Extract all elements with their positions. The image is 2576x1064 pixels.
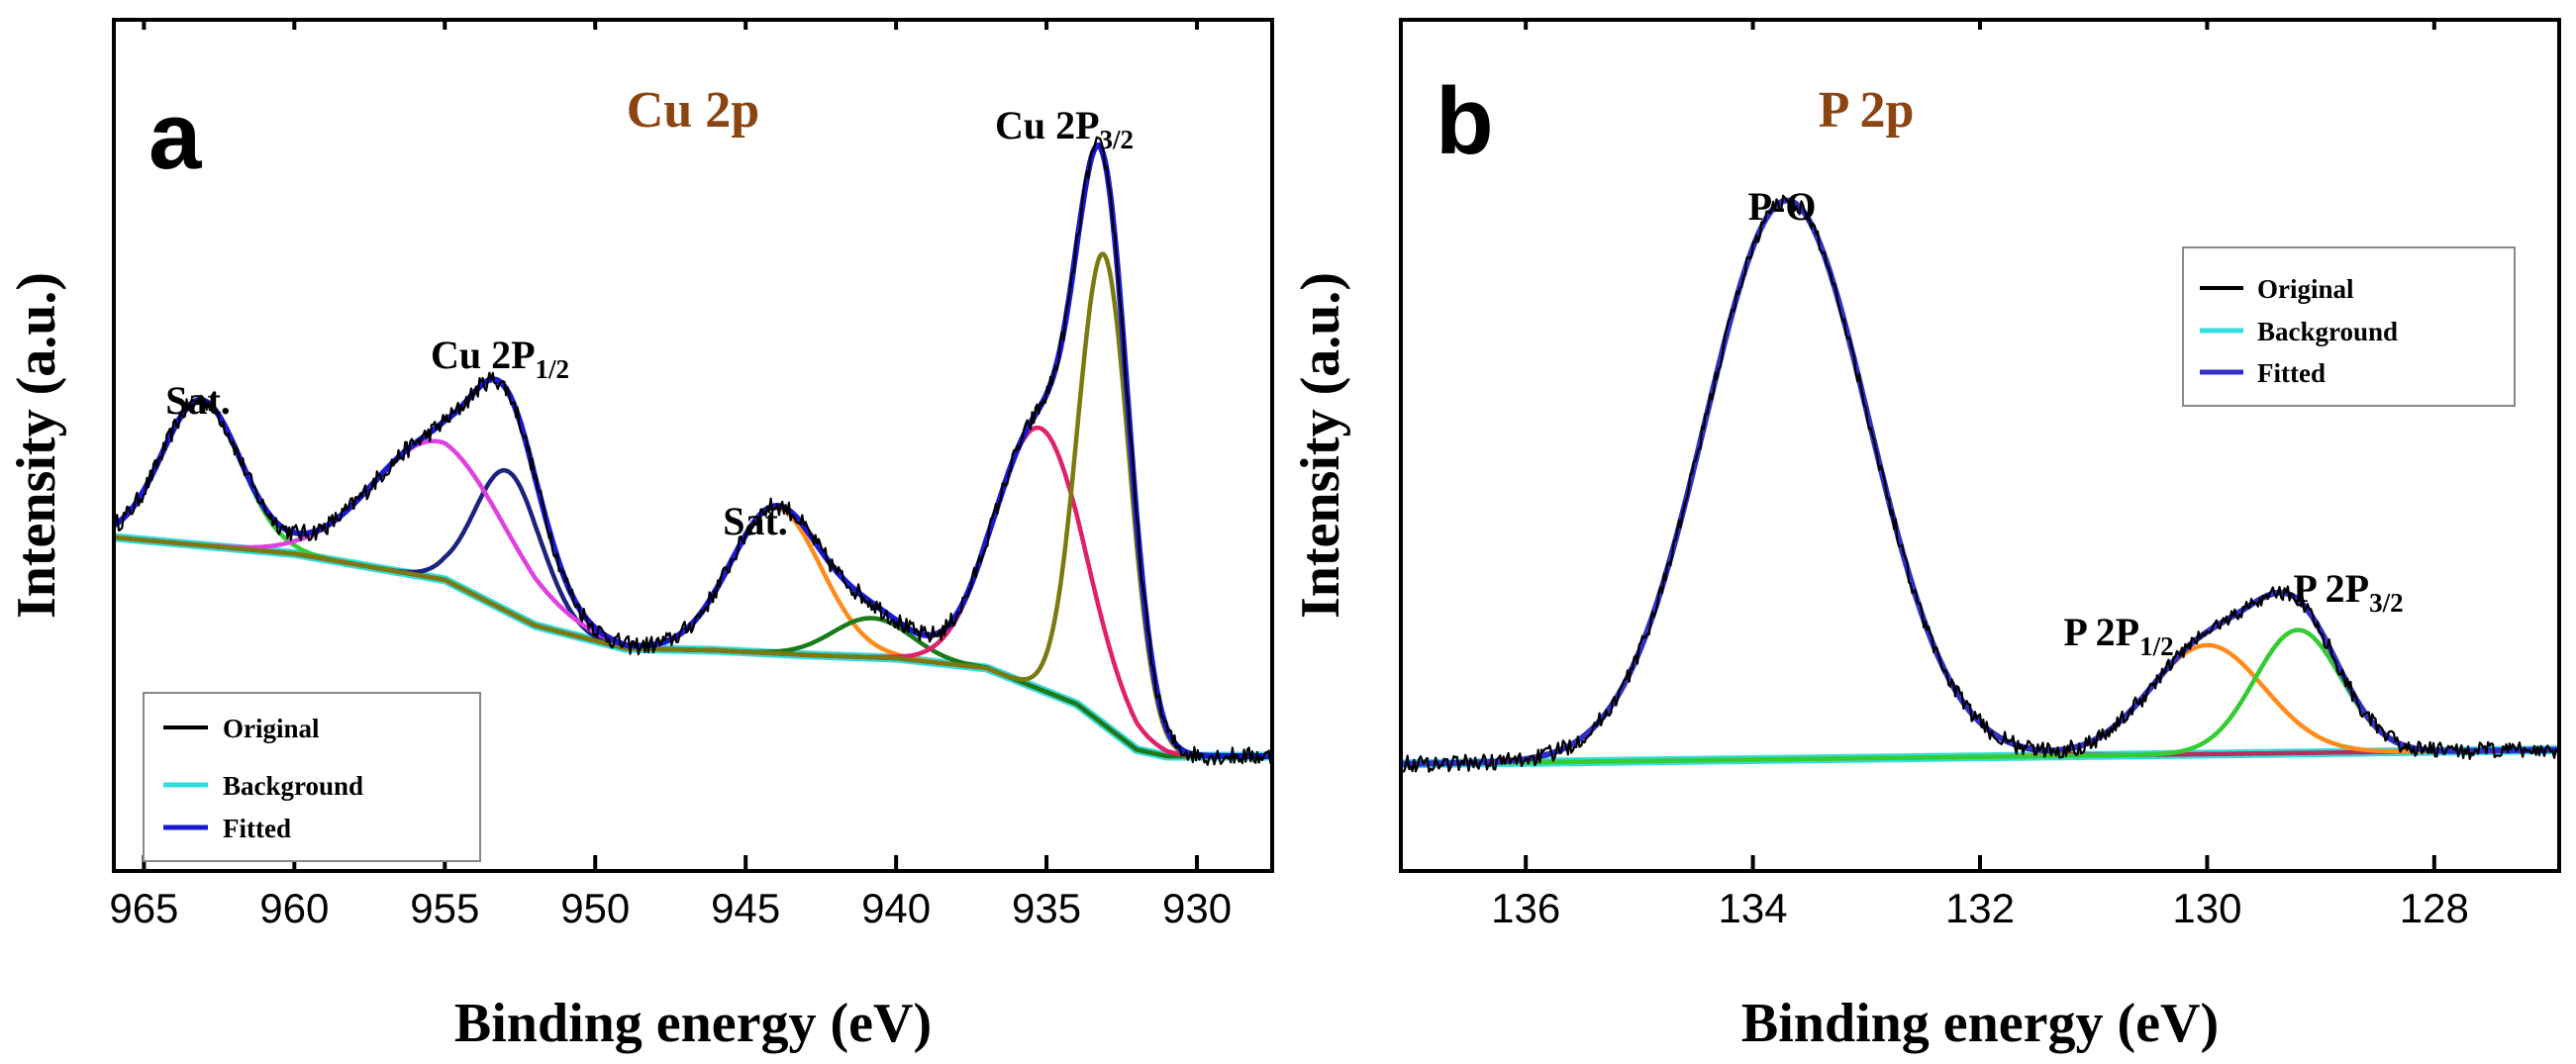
panel-b-x-tick-label: 132 (1945, 885, 2015, 931)
panel-a-letter: a (149, 83, 202, 189)
panel-a-annotation-cu2p12: Cu 2P1/2 (431, 333, 569, 384)
panel-a-x-tick-label: 965 (109, 885, 178, 931)
panel-b-title: P 2p (1819, 82, 1915, 139)
panel-a-x-tick-label: 945 (711, 885, 780, 931)
panel-a-annotation-cu2p32-main: Cu 2P (995, 103, 1100, 147)
panel-a-x-tick-label: 955 (410, 885, 479, 931)
panel-a-title: Cu 2p (627, 82, 759, 139)
panel-a-annotation-cu2p32-sub: 3/2 (1100, 125, 1135, 154)
panel-b-legend: Original Background Fitted (2182, 246, 2516, 407)
panel-b-original-line (1401, 194, 2559, 773)
panel-a-x-tick-label: 950 (560, 885, 630, 931)
panel-b-legend-original-label: Original (2257, 274, 2354, 304)
panel-a-y-axis-label: Intensity (a.u.) (6, 272, 67, 619)
panel-a-legend-background-label: Background (223, 771, 363, 801)
panel-b-legend-background-label: Background (2257, 317, 2398, 346)
panel-a-axes-frame (112, 18, 1274, 873)
panel-b-letter: b (1436, 68, 1494, 174)
panel-b-annotation-p-o: P-O (1748, 184, 1817, 229)
panel-b-legend-box (2182, 246, 2516, 407)
panel-a-x-ticks: 965 960 955 950 945 940 935 930 (109, 20, 1232, 931)
panel-a-cu2p: 965 960 955 950 945 940 935 930 a Cu 2p Sat. Cu… (6, 18, 1274, 1054)
panel-a-legend-box (143, 692, 481, 862)
panel-a-x-tick-label: 930 (1162, 885, 1232, 931)
panel-b-annotation-p2p32: P 2P3/2 (2293, 566, 2403, 618)
panel-a-plot-area (114, 136, 1272, 766)
panel-a-annotation-cu2p12-sub: 1/2 (536, 354, 570, 384)
panel-a-legend: Original Background Fitted (143, 692, 481, 862)
panel-b-annotation-p2p32-main: P 2P (2293, 566, 2369, 611)
panel-a-component-6 (114, 251, 1272, 759)
panel-a-legend-fitted-label: Fitted (223, 814, 291, 843)
panel-a-annotation-cu2p12-main: Cu 2P (431, 333, 536, 377)
panel-b-x-axis-label: Binding energy (eV) (1741, 993, 2219, 1054)
panel-b-x-tick-label: 128 (2400, 885, 2469, 931)
panel-b-y-axis-label: Intensity (a.u.) (1290, 272, 1351, 619)
panel-a-x-tick-label: 935 (1012, 885, 1081, 931)
panel-a-x-tick-label: 960 (259, 885, 329, 931)
panel-a-original-line (114, 136, 1272, 766)
panel-b-legend-fitted-label: Fitted (2257, 358, 2326, 388)
panel-a-annotation-sat-963: Sat. (165, 378, 231, 423)
panel-b-x-ticks: 136 134 132 130 128 (1491, 20, 2469, 931)
panel-a-x-axis-label: Binding energy (eV) (454, 993, 932, 1054)
panel-a-annotation-cu2p32: Cu 2P3/2 (995, 103, 1134, 154)
panel-b-p2p: 136 134 132 130 128 b P 2p P-O P 2P1/2 P 2P3… (1290, 18, 2561, 1054)
panel-b-x-tick-label: 130 (2172, 885, 2241, 931)
panel-a-fitted-line (114, 142, 1272, 759)
panel-b-x-tick-label: 134 (1719, 885, 1788, 931)
panel-a-legend-original-label: Original (223, 714, 320, 743)
panel-b-plot-area (1401, 194, 2559, 773)
panel-b-x-tick-label: 136 (1491, 885, 1560, 931)
panel-b-annotation-p2p32-sub: 3/2 (2369, 588, 2404, 618)
panel-a-annotation-sat-944: Sat. (723, 499, 788, 543)
panel-b-annotation-p2p12: P 2P1/2 (2063, 610, 2173, 661)
panel-a-x-tick-label: 940 (861, 885, 931, 931)
panel-b-annotation-p2p12-main: P 2P (2063, 610, 2139, 654)
panel-b-annotation-p2p12-sub: 1/2 (2139, 631, 2174, 661)
